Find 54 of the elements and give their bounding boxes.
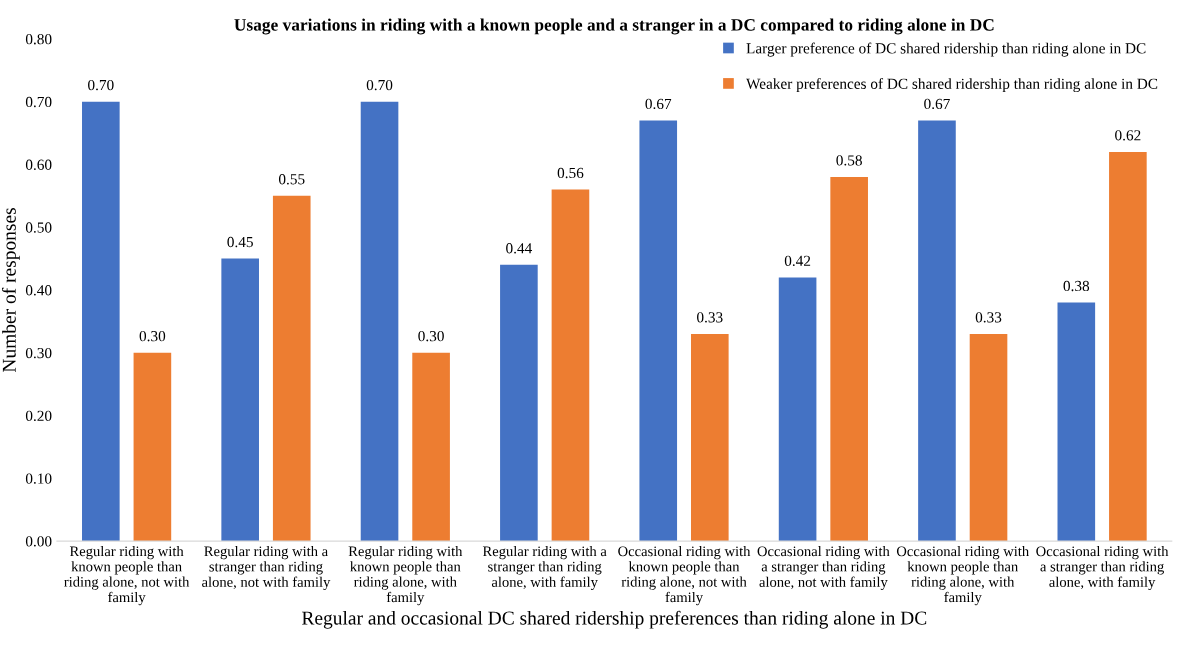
x-tick-label: Regular riding with known people than riding alone, not with family — [64, 545, 190, 606]
x-tick-label: Occasional riding with known people than riding alone, with family — [896, 545, 1029, 606]
bar — [360, 101, 399, 542]
data-label: 0.67 — [924, 98, 950, 110]
legend-label: Weaker preferences of DC shared ridership than riding alone in DC — [746, 78, 1158, 93]
bar — [690, 333, 729, 542]
chart-title: Usage variations in riding with a known people and a stranger in a DC compared to riding alone in DC — [234, 18, 994, 35]
data-label: 0.42 — [784, 255, 811, 267]
x-tick-label: Regular riding with a stranger than riding alone, not with family — [202, 545, 331, 590]
bar — [500, 264, 538, 542]
data-label: 0.38 — [1063, 280, 1090, 292]
y-tick-label: 0.30 — [25, 347, 52, 359]
x-tick-label: Occasional riding with a stranger than riding alone, with family — [1036, 545, 1169, 590]
y-tick-label: 0.60 — [25, 159, 52, 170]
data-label: 0.45 — [227, 236, 253, 248]
x-tick-label: Regular riding with known people than riding alone, with family — [348, 545, 463, 606]
x-tick-label: Occasional riding with known people than riding alone, not with family — [618, 545, 751, 606]
data-label: 0.33 — [975, 312, 1002, 323]
bar — [969, 333, 1008, 542]
bar — [639, 120, 678, 542]
data-label: 0.44 — [506, 243, 533, 254]
x-tick-label: Occasional riding with a stranger than riding alone, not with family — [757, 545, 890, 590]
y-tick-label: 0.00 — [25, 536, 52, 547]
data-label: 0.70 — [88, 79, 114, 91]
y-tick-label: 0.40 — [25, 285, 52, 296]
data-label: 0.55 — [278, 174, 305, 185]
y-tick-label: 0.70 — [25, 96, 52, 108]
bar — [551, 189, 590, 542]
bar — [221, 258, 259, 542]
y-axis-title: Number of responses — [1, 208, 20, 373]
bar — [918, 120, 956, 542]
data-label: 0.58 — [836, 155, 862, 166]
y-tick-label: 0.50 — [25, 222, 52, 233]
bar — [133, 352, 172, 542]
y-tick-label: 0.80 — [25, 34, 52, 45]
bar — [778, 277, 817, 542]
bar — [830, 176, 868, 542]
data-label: 0.33 — [697, 312, 723, 323]
bar — [1109, 151, 1147, 542]
y-tick-label: 0.10 — [25, 473, 52, 484]
data-label: 0.56 — [557, 167, 584, 179]
bar — [412, 352, 450, 542]
bar — [272, 195, 311, 542]
data-label: 0.30 — [139, 331, 166, 342]
y-tick-label: 0.20 — [25, 410, 52, 422]
data-label: 0.62 — [1115, 130, 1141, 141]
bar — [1057, 302, 1096, 542]
x-axis-title: Regular and occasional DC shared ridership preferences than riding alone in DC — [302, 610, 927, 629]
x-tick-label: Regular riding with a stranger than riding alone, with family — [482, 545, 607, 590]
bar — [82, 101, 120, 542]
data-label: 0.30 — [418, 331, 444, 342]
legend-label: Larger preference of DC shared ridership than riding alone in DC — [746, 42, 1146, 57]
data-label: 0.70 — [366, 79, 393, 91]
data-label: 0.67 — [645, 98, 672, 110]
